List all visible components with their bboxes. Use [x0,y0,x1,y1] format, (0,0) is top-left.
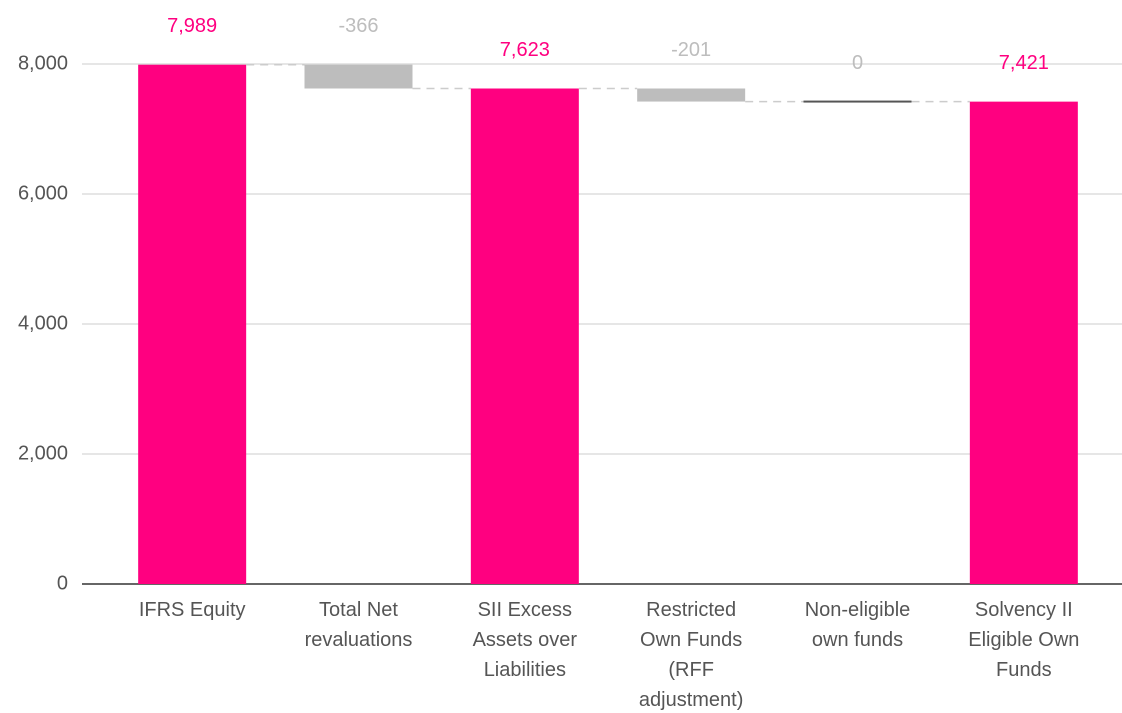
value-label: 7,421 [999,52,1049,74]
value-label: 0 [852,52,863,74]
value-label: -366 [338,15,378,37]
bar [803,100,912,103]
x-tick-label: SII Excess Assets over Liabilities [473,599,578,681]
value-label: 7,989 [167,15,217,37]
bar [470,88,579,584]
y-tick-label: 8,000 [18,52,68,74]
y-tick-label: 0 [57,572,68,594]
y-tick-label: 4,000 [18,312,68,334]
bar [138,64,247,585]
bar [969,101,1078,584]
x-tick-label: Solvency II Eligible Own Funds [968,599,1079,681]
y-tick-label: 6,000 [18,182,68,204]
x-tick-label: Total Net revaluations [305,599,413,651]
x-tick-label: IFRS Equity [139,599,246,621]
y-tick-label: 2,000 [18,442,68,464]
x-tick-label: Non-eligible own funds [805,599,911,651]
x-tick-label: Restricted Own Funds (RFF adjustment) [639,599,744,711]
bar [637,88,746,102]
value-label: 7,623 [500,39,550,61]
bar [304,64,413,89]
value-label: -201 [671,39,711,61]
